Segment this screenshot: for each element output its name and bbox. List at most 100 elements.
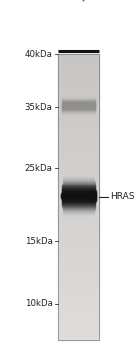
Bar <box>62 100 95 103</box>
Bar <box>58 306 99 307</box>
Bar <box>58 60 99 61</box>
Bar <box>58 54 99 55</box>
Bar <box>63 206 95 208</box>
Bar <box>58 139 99 140</box>
Bar <box>58 275 99 276</box>
Bar <box>58 94 99 95</box>
Bar <box>58 222 99 223</box>
Bar <box>61 195 96 198</box>
Bar <box>58 303 99 304</box>
Bar <box>62 109 95 112</box>
Bar <box>58 137 99 138</box>
Bar <box>62 111 95 114</box>
Bar <box>58 201 99 202</box>
Bar <box>62 107 95 110</box>
Bar <box>58 91 99 92</box>
Bar <box>58 144 99 145</box>
Bar <box>63 206 95 209</box>
Bar <box>63 209 95 211</box>
Bar <box>58 152 99 153</box>
Bar <box>58 241 99 243</box>
Bar <box>58 163 99 164</box>
Bar <box>58 314 99 315</box>
Bar <box>61 193 96 196</box>
Bar <box>58 192 99 193</box>
Bar <box>63 212 94 214</box>
Bar <box>58 182 99 183</box>
Bar <box>63 214 94 216</box>
Bar <box>58 160 99 161</box>
Bar <box>58 175 99 176</box>
Bar <box>58 284 99 285</box>
Bar <box>58 323 99 324</box>
Bar <box>62 192 96 195</box>
Bar <box>58 279 99 280</box>
Bar <box>62 197 96 199</box>
Bar <box>58 134 99 135</box>
Bar <box>63 177 94 179</box>
Bar <box>58 233 99 234</box>
Bar <box>58 64 99 65</box>
Bar <box>58 130 99 131</box>
Bar <box>58 317 99 318</box>
Bar <box>58 83 99 84</box>
Bar <box>58 172 99 173</box>
Bar <box>58 223 99 224</box>
Bar <box>58 236 99 237</box>
Bar <box>58 324 99 325</box>
Bar <box>58 203 99 204</box>
Bar <box>58 78 99 79</box>
Bar <box>58 161 99 162</box>
Bar <box>58 332 99 333</box>
Bar <box>58 299 99 300</box>
Bar <box>58 298 99 299</box>
Bar <box>58 296 99 297</box>
Bar <box>58 214 99 215</box>
Bar <box>58 320 99 321</box>
Bar <box>62 106 95 109</box>
Bar <box>58 133 99 134</box>
Bar <box>58 311 99 312</box>
Bar <box>63 207 95 209</box>
Bar <box>58 100 99 101</box>
Bar <box>58 164 99 166</box>
Bar <box>62 203 95 205</box>
Bar <box>58 187 99 188</box>
Bar <box>58 249 99 250</box>
Bar <box>58 327 99 328</box>
Bar <box>62 107 95 110</box>
Bar <box>58 280 99 281</box>
Bar <box>58 232 99 233</box>
Bar <box>58 65 99 66</box>
Bar <box>58 101 99 102</box>
Bar <box>58 148 99 149</box>
Bar <box>58 86 99 88</box>
Bar <box>58 125 99 126</box>
Bar <box>58 251 99 252</box>
Bar <box>63 182 95 184</box>
Bar <box>58 61 99 62</box>
Bar <box>58 230 99 231</box>
Bar <box>58 211 99 212</box>
Bar <box>61 195 96 197</box>
Bar <box>62 110 95 113</box>
Bar <box>58 112 99 113</box>
Bar <box>62 101 95 104</box>
Bar <box>62 184 95 187</box>
Bar <box>58 193 99 194</box>
Bar <box>58 89 99 90</box>
Bar <box>58 287 99 288</box>
Bar <box>58 212 99 213</box>
Bar <box>62 97 95 100</box>
Bar <box>62 106 95 109</box>
Bar <box>63 183 95 186</box>
Bar <box>62 102 95 104</box>
Bar <box>58 166 99 167</box>
Bar <box>58 210 99 211</box>
Bar <box>63 209 94 212</box>
Bar <box>58 250 99 251</box>
Bar <box>58 290 99 291</box>
Bar <box>58 92 99 93</box>
Bar <box>62 100 95 103</box>
Bar <box>62 204 95 206</box>
